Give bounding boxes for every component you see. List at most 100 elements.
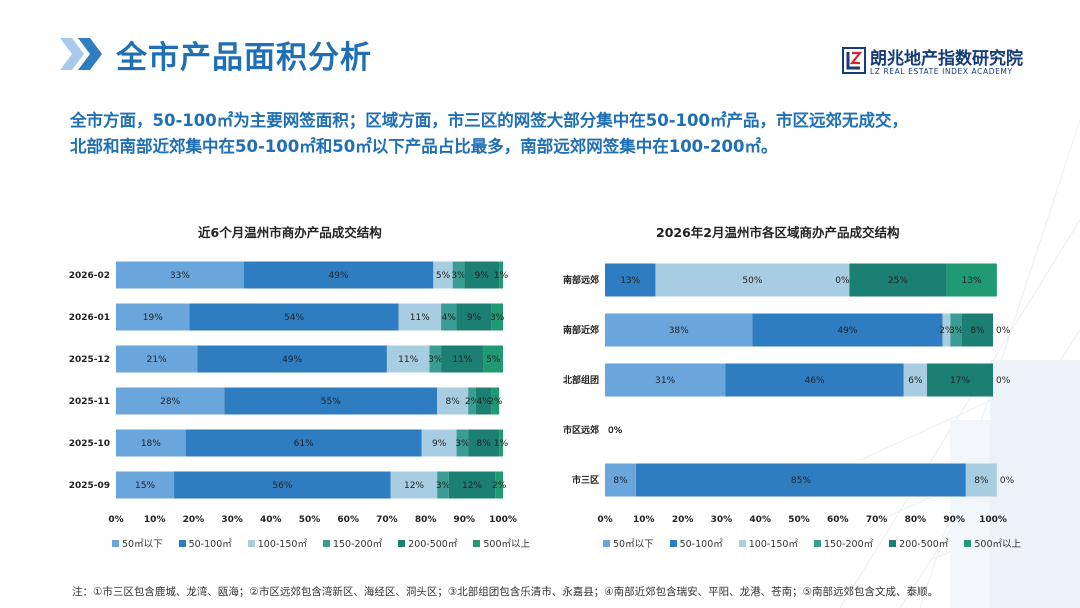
left-x-tick-label: 70%: [376, 515, 398, 525]
left-bar-segment: [116, 345, 198, 373]
left-data-label: 11%: [452, 355, 472, 365]
left-data-label: 12%: [404, 481, 424, 491]
right-bar-segment: [961, 313, 993, 347]
right-data-label: 13%: [962, 276, 982, 286]
right-data-label: 0%: [996, 326, 1011, 336]
right-legend-label: 50㎡以下: [613, 539, 654, 550]
left-x-tick-label: 90%: [454, 515, 476, 525]
left-data-label: 3%: [451, 271, 466, 281]
left-bar-segment: [468, 387, 476, 415]
right-data-label: 0%: [608, 426, 623, 436]
left-legend-label: 100-150㎡: [257, 539, 307, 550]
left-data-label: 19%: [143, 313, 163, 323]
left-data-label: 2%: [465, 397, 480, 407]
left-data-label: 4%: [442, 313, 457, 323]
right-legend-item: 500㎡以上: [964, 536, 1021, 550]
left-bar-segment: [456, 429, 469, 457]
left-data-label: 49%: [282, 355, 302, 365]
left-data-label: 15%: [135, 481, 155, 491]
right-legend-swatch: [964, 539, 972, 547]
right-bar-segment: [927, 363, 993, 397]
left-x-tick-label: 100%: [489, 515, 517, 525]
left-data-label: 1%: [494, 439, 509, 449]
left-legend-swatch: [473, 539, 481, 547]
right-legend-swatch: [738, 539, 746, 547]
right-x-tick-label: 60%: [827, 515, 849, 525]
left-x-tick-label: 10%: [144, 515, 166, 525]
left-legend-item: 50-100㎡: [178, 536, 232, 550]
left-bar-segment: [441, 303, 457, 331]
right-data-label: 8%: [613, 476, 628, 486]
left-category-label: 2025-10: [69, 439, 110, 449]
right-legend-item: 200-500㎡: [889, 536, 948, 550]
right-bar-segment: [942, 313, 951, 347]
left-bar-segment: [499, 429, 503, 457]
right-data-label: 13%: [620, 276, 640, 286]
left-legend-label: 150-200㎡: [332, 539, 383, 550]
footnote: 注：①市三区包含鹿城、龙湾、瓯海；②市区远郊包含湾新区、海经区、洞头区；③北部组…: [72, 586, 939, 598]
logo-mark-icon: [842, 47, 866, 74]
left-bar-segment: [116, 429, 186, 457]
right-legend-label: 500㎡以上: [974, 539, 1021, 550]
left-data-label: 9%: [467, 313, 482, 323]
left-legend-label: 200-500㎡: [408, 539, 458, 550]
left-data-label: 54%: [284, 313, 304, 323]
left-data-label: 3%: [455, 439, 470, 449]
right-category-label: 市区远郊: [563, 424, 599, 436]
right-category-label: 市三区: [572, 474, 599, 486]
right-x-tick-label: 40%: [749, 515, 771, 525]
left-data-label: 2%: [492, 481, 507, 491]
left-data-label: 49%: [329, 271, 349, 281]
right-x-tick-label: 50%: [788, 515, 810, 525]
right-data-label: 85%: [791, 476, 811, 486]
right-legend-swatch: [669, 539, 677, 547]
right-data-label: 0%: [608, 426, 623, 436]
left-data-label: 3%: [490, 313, 505, 323]
right-data-label: 38%: [669, 326, 689, 336]
left-bar-segment: [441, 345, 484, 373]
left-data-label: 11%: [410, 313, 430, 323]
right-legend-swatch: [813, 539, 821, 547]
page-title: 全市产品面积分析: [116, 40, 372, 76]
right-category-label: 南部远郊: [563, 274, 599, 286]
right-bar-segment: [605, 313, 753, 347]
right-data-label: 17%: [950, 376, 970, 386]
background-decoration: [839, 119, 1080, 608]
right-data-label: 49%: [837, 326, 857, 336]
right-data-label: 0%: [1000, 476, 1015, 486]
left-legend-swatch: [322, 539, 330, 547]
left-legend-item: 150-200㎡: [322, 536, 383, 550]
left-legend-item: 100-150㎡: [247, 536, 307, 550]
right-x-tick-label: 100%: [979, 515, 1007, 525]
left-bar-segment: [468, 429, 500, 457]
right-data-label: 6%: [908, 376, 923, 386]
left-bar-segment: [491, 387, 500, 415]
left-category-label: 2025-12: [69, 355, 110, 365]
left-legend-swatch: [398, 539, 406, 547]
left-x-tick-label: 30%: [221, 515, 243, 525]
right-legend-label: 100-150㎡: [748, 539, 798, 550]
left-legend-swatch: [247, 539, 255, 547]
left-bar-segment: [452, 261, 465, 289]
left-bar-segment: [421, 429, 457, 457]
left-data-label: 9%: [432, 439, 447, 449]
left-bar-segment: [116, 261, 244, 289]
right-legend-item: 50㎡以下: [603, 536, 654, 550]
left-data-label: 56%: [272, 481, 292, 491]
left-legend-item: 50㎡以下: [112, 536, 163, 550]
logo-text-en: LZ REAL ESTATE INDEX ACADEMY: [870, 67, 1013, 76]
right-bar-segment: [950, 313, 962, 347]
right-x-tick-label: 90%: [943, 515, 965, 525]
left-category-label: 2026-01: [69, 313, 110, 323]
right-bar-segment: [605, 463, 637, 497]
left-x-tick-label: 80%: [415, 515, 437, 525]
left-legend-swatch: [178, 539, 186, 547]
left-data-label: 8%: [446, 397, 461, 407]
left-bar-segment: [185, 429, 422, 457]
left-bar-segment: [174, 471, 391, 499]
left-x-tick-label: 40%: [260, 515, 282, 525]
right-x-tick-label: 0%: [597, 515, 612, 525]
left-bar-segment: [475, 387, 492, 415]
left-data-label: 5%: [436, 271, 451, 281]
left-data-label: 61%: [294, 439, 314, 449]
